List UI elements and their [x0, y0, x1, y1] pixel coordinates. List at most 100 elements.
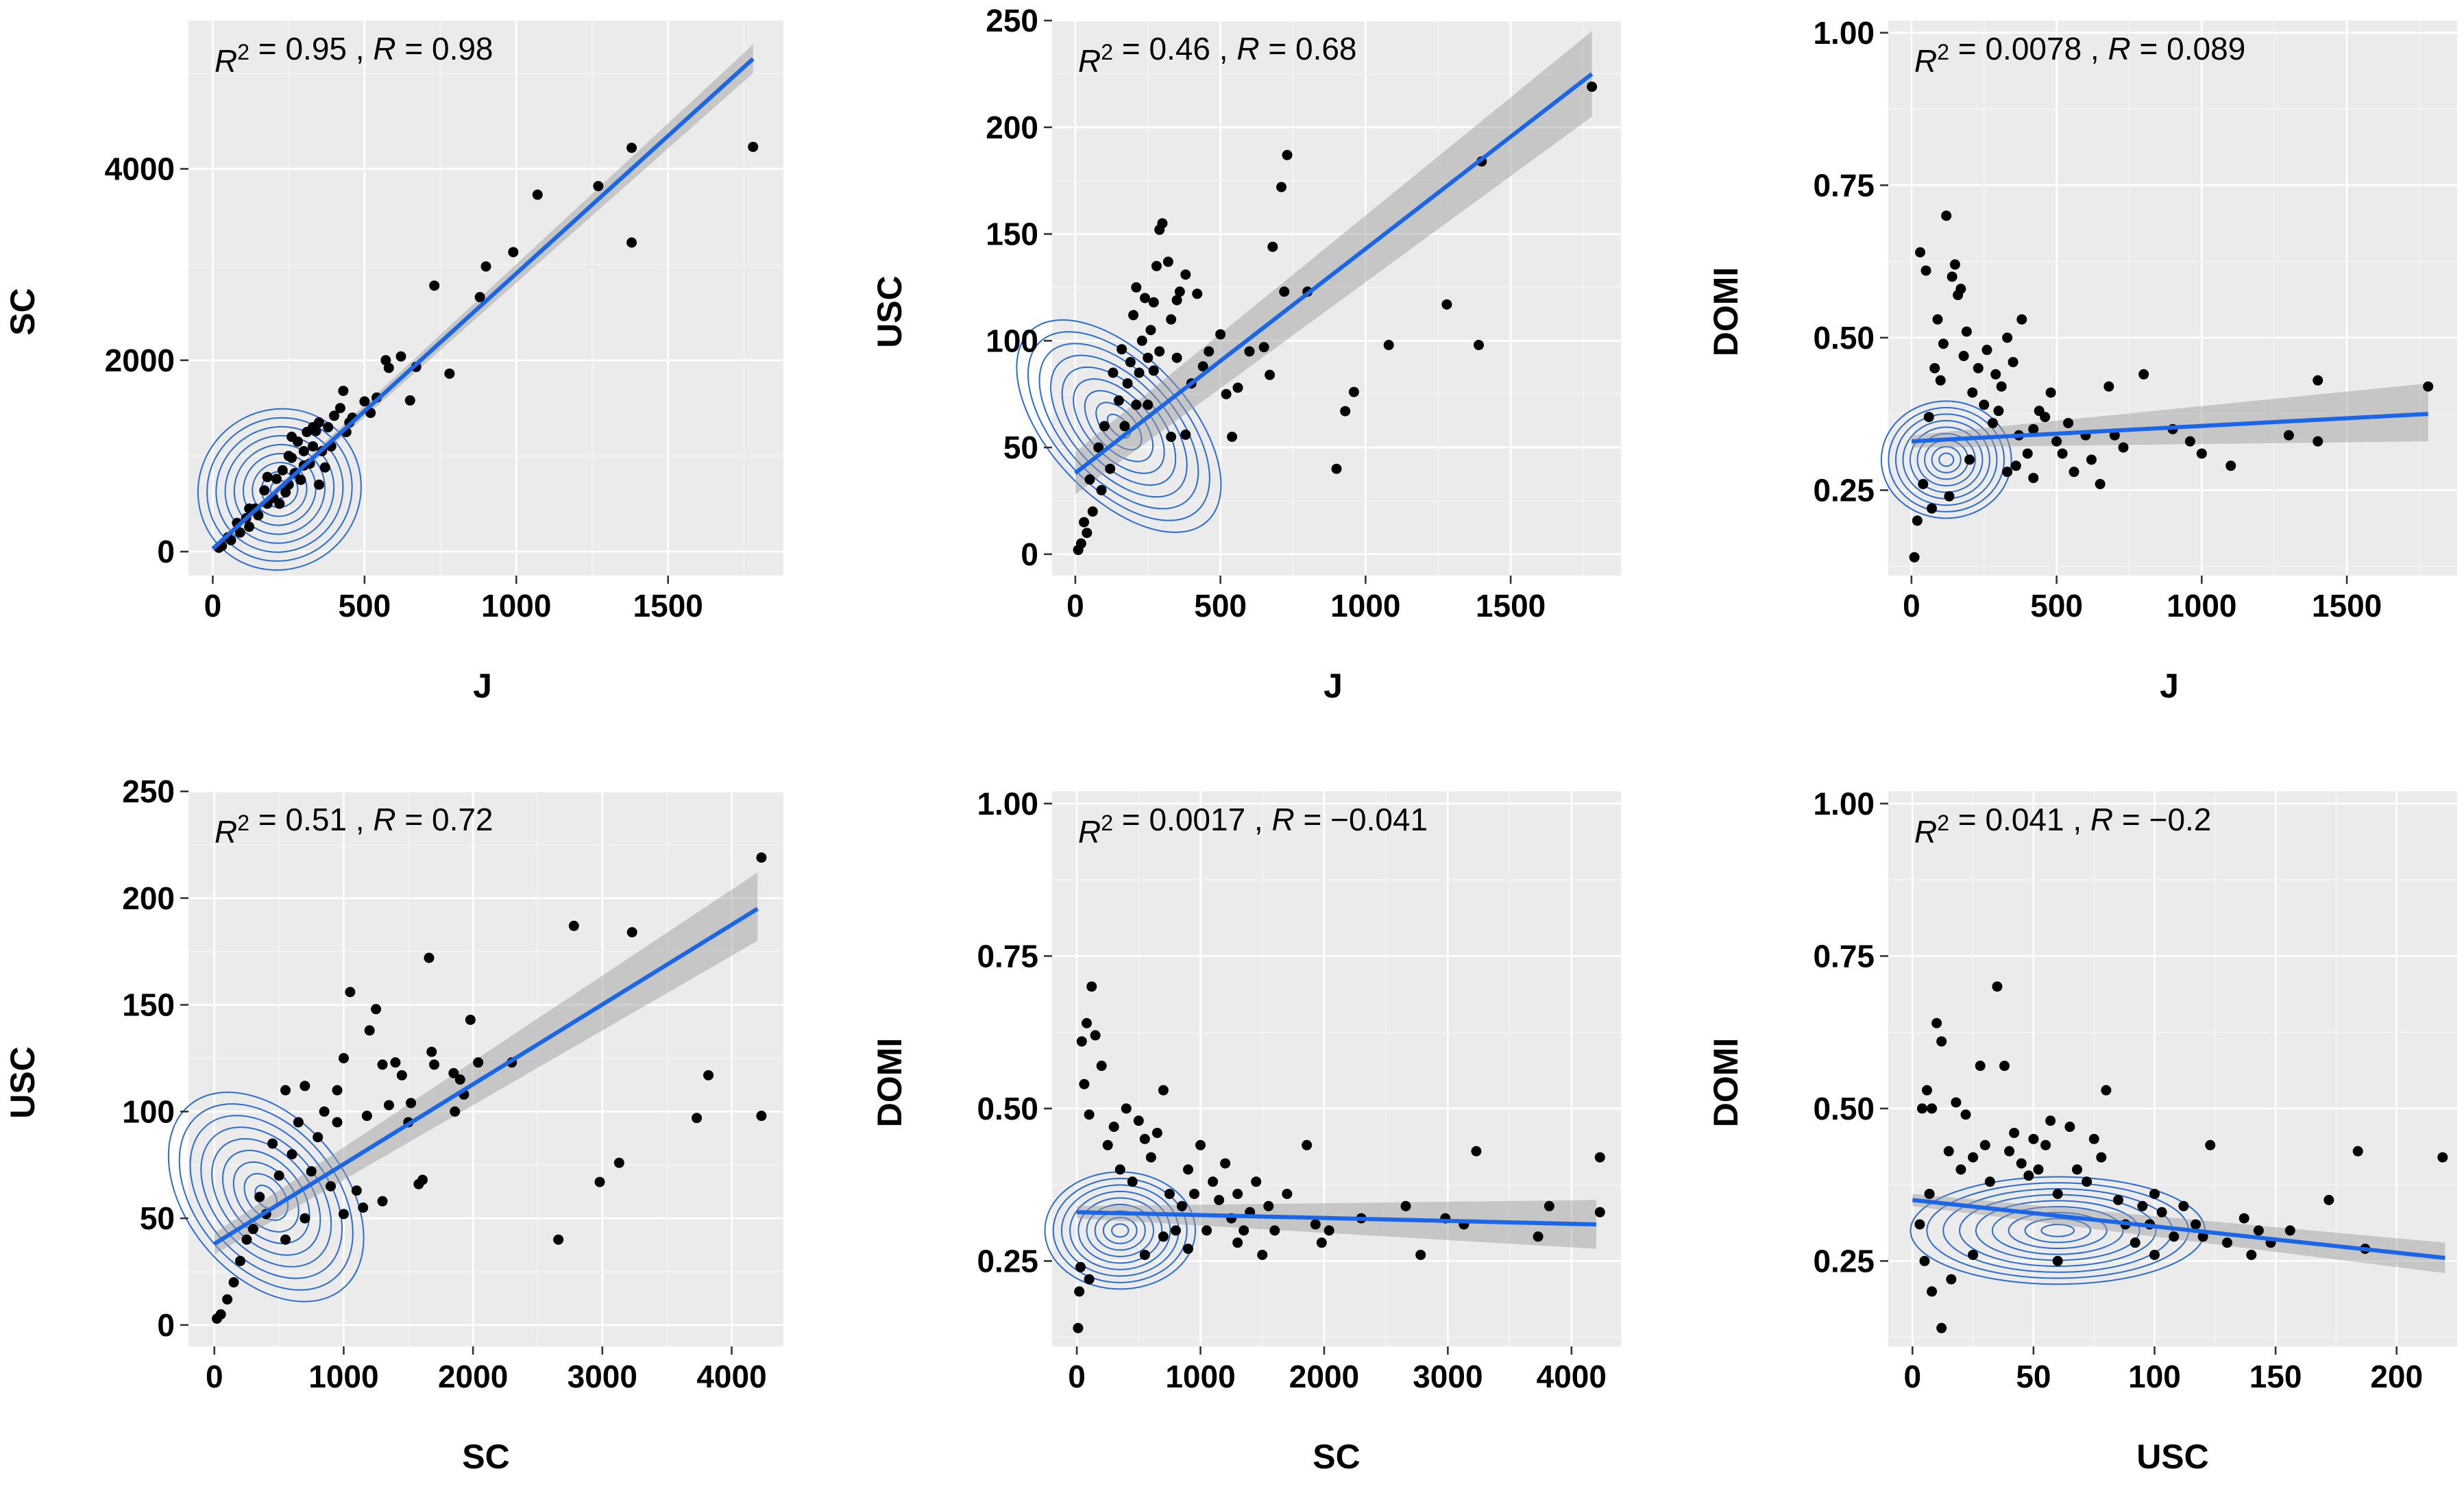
density-contour [200, 1126, 332, 1268]
data-point [756, 852, 767, 863]
annotation-part: = 0.041 , [1949, 802, 2090, 837]
data-point [1148, 297, 1159, 308]
data-point [212, 1313, 223, 1324]
data-point [465, 1014, 476, 1025]
density-contour [2040, 1224, 2075, 1237]
data-point [2016, 314, 2027, 325]
data-point [2149, 1249, 2160, 1260]
data-point [1145, 1152, 1156, 1163]
data-point [2069, 467, 2079, 478]
data-point [1189, 1188, 1199, 1199]
data-point [1244, 346, 1255, 357]
annotation-part: R [1078, 814, 1101, 850]
data-point [345, 987, 356, 998]
density-contour [1888, 406, 2005, 513]
data-point [286, 1149, 297, 1160]
density-contour [1894, 413, 1998, 506]
data-point [2205, 1139, 2216, 1150]
data-point [2313, 436, 2323, 447]
data-point [1220, 1158, 1231, 1169]
data-point [413, 1179, 424, 1189]
annotation-part: = 0.0078 , [1949, 31, 2108, 66]
data-point [2196, 448, 2207, 459]
annotation-part: 2 [1101, 811, 1113, 835]
data-point [1174, 286, 1185, 297]
data-point [1919, 1255, 1930, 1266]
data-point [2437, 1152, 2448, 1163]
x-tick-label: 1000 [308, 1359, 378, 1394]
x-tick-label: 1000 [1165, 1359, 1235, 1394]
y-tick-label: 0.25 [977, 1243, 1038, 1279]
data-point [338, 1052, 349, 1063]
data-point [1158, 1085, 1169, 1096]
data-point [1082, 528, 1093, 539]
data-point [306, 1166, 317, 1177]
data-point [1214, 1194, 1225, 1205]
y-tick-label: 0 [157, 1307, 175, 1343]
data-point [1197, 361, 1208, 372]
y-axis-title: DOMI [1707, 267, 1745, 357]
density-contour [1942, 1187, 2173, 1273]
data-point [2225, 460, 2236, 471]
data-point [1944, 491, 1955, 502]
y-tick-label: 250 [986, 3, 1038, 38]
y-tick-label: 50 [140, 1200, 175, 1236]
data-point [1140, 293, 1151, 304]
data-point [429, 280, 440, 291]
data-point [2028, 423, 2039, 434]
data-point [450, 1106, 461, 1117]
data-point [2191, 1219, 2201, 1230]
data-point [1990, 369, 2001, 380]
x-tick-label: 1500 [2312, 588, 2382, 624]
density-contour [1938, 452, 1955, 467]
data-point [1927, 1286, 1938, 1297]
x-tick-label: 2000 [1289, 1359, 1359, 1394]
y-tick-label: 0 [1021, 536, 1038, 572]
data-point [1938, 338, 1949, 349]
data-point [1125, 356, 1136, 367]
data-point [2045, 1115, 2056, 1126]
x-tick-label: 2000 [438, 1359, 508, 1394]
data-point [1916, 1103, 1927, 1114]
data-point [2002, 467, 2013, 478]
data-point [319, 1106, 330, 1117]
data-point [2095, 478, 2106, 489]
data-point [267, 1138, 278, 1149]
data-point [383, 1100, 394, 1111]
data-point [429, 1059, 440, 1070]
density-contour [1016, 319, 1222, 533]
data-point [274, 498, 285, 509]
data-point [2156, 1207, 2167, 1218]
data-point [358, 1202, 369, 1213]
data-point [300, 1213, 310, 1224]
y-tick-label: 0.50 [1813, 320, 1875, 356]
data-point [2137, 1200, 2148, 1211]
data-point [2283, 430, 2294, 441]
data-point [1999, 1061, 2010, 1072]
correlation-annotation: R2 = 0.51 , R = 0.72 [215, 802, 493, 850]
data-point [1935, 375, 1946, 386]
density-contour [221, 1150, 310, 1244]
x-tick-label: 1000 [481, 588, 551, 624]
data-point [1947, 271, 1957, 282]
data-point [424, 952, 435, 963]
density-contour [206, 417, 353, 562]
data-point [1114, 1164, 1125, 1175]
density-contour [2024, 1218, 2091, 1244]
data-point [298, 445, 309, 456]
data-point [2016, 1158, 2027, 1169]
data-point [1914, 1219, 1925, 1230]
data-point [1201, 1225, 1212, 1236]
data-point [313, 1132, 324, 1143]
data-point [756, 1111, 767, 1122]
data-point [748, 141, 759, 152]
annotation-part: = −0.2 [2113, 802, 2211, 837]
density-contour [1111, 1223, 1130, 1238]
data-point [1953, 290, 1964, 301]
y-tick-label: 1.00 [1813, 15, 1875, 51]
data-point [2086, 454, 2097, 465]
data-point [1154, 224, 1165, 235]
data-point [1128, 310, 1139, 321]
y-tick-label: 200 [986, 110, 1038, 145]
data-point [480, 261, 491, 272]
